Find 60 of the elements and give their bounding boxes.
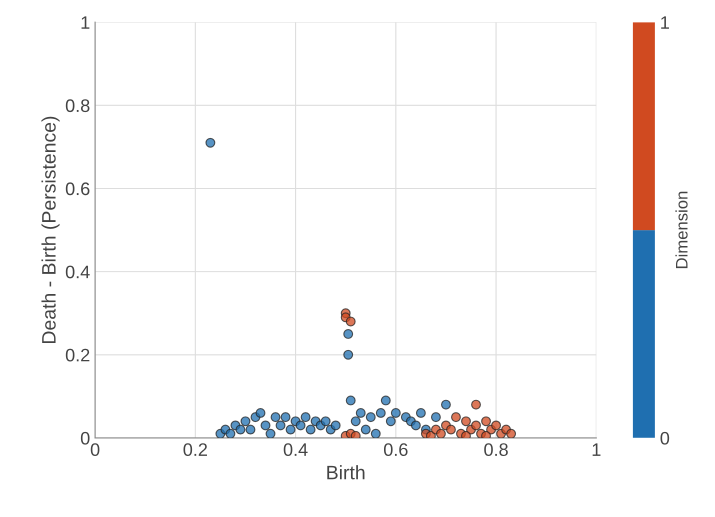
point [441,400,451,410]
point [286,424,296,435]
x-tick-label: 0.2 [183,443,207,456]
point [471,420,481,430]
point [376,408,386,418]
y-tick-label: 0.4 [66,266,90,278]
point [506,428,516,438]
point [446,424,456,435]
point [276,420,286,430]
x-tick-label: 0.4 [284,443,308,456]
point [461,416,471,426]
point [346,396,356,406]
x-axis-title: Birth [327,465,364,480]
point [260,420,270,430]
point [236,424,246,435]
color-bar-title: Dimension [675,192,688,268]
point [240,416,250,426]
point [306,424,316,435]
point [471,400,481,410]
point [386,416,396,426]
x-tick-label: 0 [90,443,100,456]
point [430,412,441,422]
color-bar-label: 1 [661,16,669,29]
x-tick-label: 0.8 [484,443,508,456]
point [343,329,354,339]
point [451,412,461,422]
y-tick-label: 0.6 [66,182,90,196]
point [300,412,311,422]
point [343,350,354,360]
point [491,420,502,430]
point [366,412,376,422]
y-tick-label: 0.2 [66,348,90,362]
point [380,396,391,406]
point [246,424,256,435]
y-tick-label: 0 [80,432,90,445]
y-tick-label: 0.8 [66,99,90,112]
point [350,416,361,426]
color-bar-label: 0 [660,432,670,445]
point [416,408,426,418]
y-axis-title: Death - Birth (Persistence) [41,116,60,344]
point [205,138,216,148]
x-tick-label: 1 [592,443,600,456]
point [330,420,341,430]
point [225,428,236,438]
point [346,316,356,326]
point [436,428,446,438]
point [296,420,306,430]
y-tick-label: 1 [82,16,90,29]
point [370,428,381,438]
point [390,408,401,418]
point [270,412,280,422]
x-tick-label: 0.6 [384,443,408,456]
point [481,416,491,426]
point [256,408,266,418]
point [410,420,421,430]
point [320,416,331,426]
point [266,428,276,438]
point [356,408,366,418]
point [360,424,371,435]
point [280,412,291,422]
